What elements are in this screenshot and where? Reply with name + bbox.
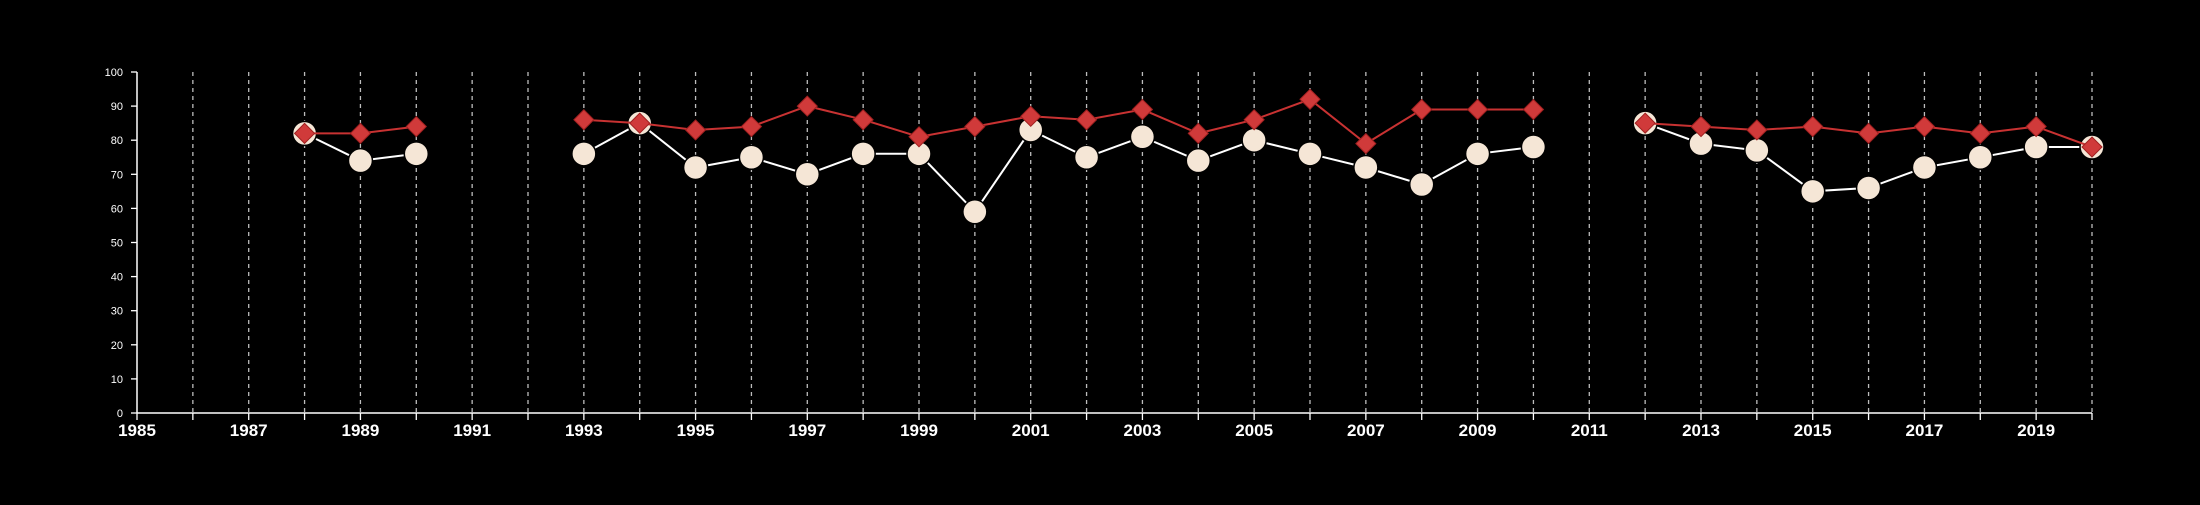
data-point-diamond <box>852 109 874 131</box>
y-tick-label: 10 <box>111 374 123 386</box>
y-tick-label: 70 <box>111 169 123 181</box>
data-point-circle <box>1073 144 1100 170</box>
series-layer <box>291 88 2105 225</box>
data-point-circle <box>682 154 709 181</box>
data-point-diamond <box>908 126 930 148</box>
data-point-diamond <box>1802 115 1824 138</box>
data-point-diamond <box>1411 98 1433 121</box>
y-tick-label: 100 <box>105 67 123 79</box>
data-point-diamond <box>1746 119 1768 141</box>
y-tick-label: 90 <box>111 101 123 113</box>
data-point-diamond <box>684 119 707 141</box>
x-tick-label: 2007 <box>1347 421 1385 440</box>
data-point-diamond <box>740 115 763 138</box>
x-tick-label: 2019 <box>2017 421 2055 440</box>
data-point-circle <box>1911 154 1938 181</box>
data-point-circle <box>1799 178 1826 205</box>
x-tick-label: 2011 <box>1571 421 1608 440</box>
data-point-diamond <box>405 115 427 138</box>
data-point-diamond <box>573 109 595 131</box>
data-point-circle <box>1744 137 1770 164</box>
data-point-circle <box>347 147 374 174</box>
data-point-diamond <box>796 95 818 117</box>
y-tick-label: 0 <box>117 408 123 420</box>
data-point-circle <box>1408 171 1435 198</box>
data-point-circle <box>1353 154 1379 181</box>
data-point-circle <box>794 161 821 188</box>
data-point-diamond <box>1075 109 1098 131</box>
data-point-circle <box>1297 141 1323 167</box>
x-tick-label: 2005 <box>1235 421 1273 440</box>
data-point-diamond <box>1857 122 1880 145</box>
y-tick-label: 60 <box>111 203 123 215</box>
data-point-circle <box>1129 124 1156 150</box>
x-tick-label: 1997 <box>788 421 826 440</box>
data-point-circle <box>738 144 765 170</box>
data-point-circle <box>850 141 876 167</box>
x-tick-label: 1985 <box>118 421 156 440</box>
x-tick-label: 1995 <box>677 421 715 440</box>
data-point-diamond <box>1522 98 1545 121</box>
x-tick-label: 1993 <box>565 421 603 440</box>
y-tick-label: 80 <box>111 135 123 147</box>
axes: 0 10 20 30 40 50 60 70 80 90 100 1985 1987 1989 1991 19… <box>105 67 2093 440</box>
x-tick-label: 1989 <box>342 421 380 440</box>
data-point-circle <box>571 141 597 167</box>
data-point-diamond <box>629 112 651 134</box>
data-point-diamond <box>1634 112 1656 134</box>
data-point-diamond <box>1299 88 1321 110</box>
y-tick-label: 40 <box>111 272 123 284</box>
x-tick-label: 2013 <box>1682 421 1720 440</box>
data-point-circle <box>962 199 988 225</box>
x-tick-label: 2015 <box>1794 421 1832 440</box>
data-point-circle <box>403 141 430 167</box>
series-diamond <box>293 88 2103 158</box>
data-point-diamond <box>1355 132 1377 155</box>
x-tick-label: 1999 <box>900 421 938 440</box>
y-tick-label: 20 <box>111 340 123 352</box>
data-point-diamond <box>293 122 316 145</box>
x-tick-label: 2017 <box>1906 421 1944 440</box>
x-tick-label: 2003 <box>1124 421 1162 440</box>
data-point-circle <box>1967 144 1994 170</box>
data-point-diamond <box>1131 98 1154 121</box>
data-point-diamond <box>1187 122 1209 145</box>
data-point-circle <box>1241 127 1267 153</box>
data-point-circle <box>1855 175 1882 201</box>
y-tick-label: 50 <box>111 238 123 250</box>
data-point-diamond <box>1466 98 1489 121</box>
x-tick-label: 2001 <box>1012 421 1050 440</box>
data-point-diamond <box>1913 115 1936 138</box>
data-point-circle <box>1185 147 1212 174</box>
y-tick-label: 30 <box>111 306 123 318</box>
data-point-circle <box>2023 134 2049 160</box>
data-point-diamond <box>2081 136 2103 158</box>
data-point-diamond <box>1243 109 1265 131</box>
series-line <box>583 122 1534 214</box>
series-line <box>583 98 1534 145</box>
x-tick-label: 1991 <box>453 421 491 440</box>
data-point-diamond <box>349 122 372 145</box>
data-point-diamond <box>1020 105 1042 128</box>
data-point-diamond <box>2025 115 2047 138</box>
data-point-diamond <box>1969 122 1991 145</box>
x-tick-label: 1987 <box>230 421 268 440</box>
data-point-diamond <box>1690 115 1712 138</box>
data-point-circle <box>1520 134 1547 160</box>
data-point-circle <box>1464 141 1491 167</box>
x-tick-label: 2009 <box>1459 421 1497 440</box>
data-point-diamond <box>964 115 986 138</box>
